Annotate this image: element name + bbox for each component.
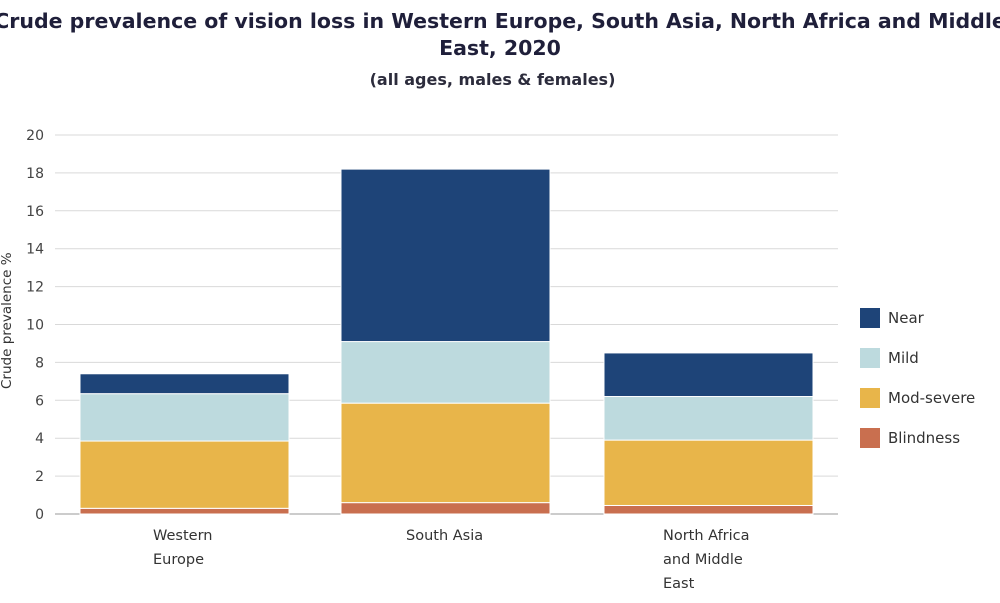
legend-label: Blindness	[888, 429, 961, 447]
y-tick-label: 14	[26, 242, 44, 258]
x-tick-label: Western Europe	[153, 528, 213, 568]
legend-item: Blindness	[860, 418, 975, 458]
bar-blindness	[79, 507, 290, 515]
y-tick-label: 4	[35, 431, 44, 447]
legend-swatch	[860, 388, 880, 408]
bar-mod-severe	[340, 402, 551, 504]
legend-swatch	[860, 348, 880, 368]
y-tick-labels: 0 2 4 6 8 10 12 14 16 18 20	[26, 128, 44, 523]
y-axis-label: Crude prevalence %	[0, 252, 15, 389]
bar-blindness	[340, 502, 551, 515]
bar-mild	[340, 341, 551, 404]
legend-item: Mod-severe	[860, 378, 975, 418]
legend-swatch	[860, 308, 880, 328]
bar-near	[340, 168, 551, 343]
bar-near	[603, 352, 814, 398]
y-tick-label: 12	[26, 280, 44, 296]
legend-label: Mild	[888, 349, 919, 367]
y-tick-label: 18	[26, 166, 44, 182]
chart-subtitle: (all ages, males & females)	[369, 70, 616, 89]
bars	[79, 168, 814, 515]
bar-mild	[79, 393, 290, 442]
legend: Near Mild Mod-severe Blindness	[860, 298, 975, 458]
y-tick-label: 16	[26, 204, 44, 220]
legend-item: Mild	[860, 338, 975, 378]
x-tick-label: North Africa and Middle East	[663, 528, 750, 592]
bar-mod-severe	[79, 440, 290, 509]
legend-item: Near	[860, 298, 975, 338]
bar-near	[79, 373, 290, 395]
y-tick-label: 6	[35, 393, 44, 409]
y-tick-label: 0	[35, 507, 44, 523]
legend-swatch	[860, 428, 880, 448]
bar-mild	[603, 396, 814, 441]
y-tick-label: 10	[26, 318, 44, 334]
y-tick-label: 20	[26, 128, 44, 144]
bar-mod-severe	[603, 439, 814, 506]
y-tick-label: 2	[35, 469, 44, 485]
x-tick-label: South Asia	[406, 528, 484, 544]
bar-blindness	[603, 504, 814, 515]
y-tick-label: 8	[35, 355, 44, 371]
legend-label: Near	[888, 309, 924, 327]
legend-label: Mod-severe	[888, 389, 976, 407]
chart-title: Crude prevalence of vision loss in Weste…	[0, 9, 1000, 60]
